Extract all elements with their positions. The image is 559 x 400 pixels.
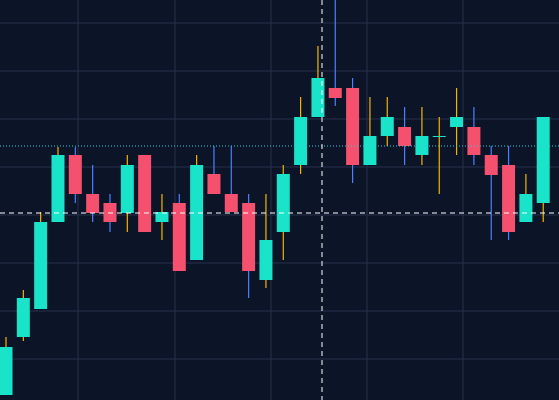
candle-body-up xyxy=(51,155,65,222)
candle-body-up xyxy=(432,136,446,137)
candle-body-down xyxy=(86,194,100,213)
candle-body-up xyxy=(16,298,30,337)
candle-body-down xyxy=(346,88,360,165)
candles xyxy=(0,0,550,395)
candle-body-up xyxy=(519,194,533,222)
candle-body-down xyxy=(224,194,238,212)
candle-body-down xyxy=(467,127,481,155)
candle-body-up xyxy=(190,165,204,260)
candle-body-down xyxy=(398,127,412,146)
candle-body-up xyxy=(380,117,394,136)
candle-body-up xyxy=(120,165,134,213)
candle-body-down xyxy=(172,203,186,271)
candle-body-up xyxy=(311,78,325,117)
candle-body-up xyxy=(363,136,377,165)
candle-body-up xyxy=(34,222,48,309)
candle-body-down xyxy=(242,203,256,271)
candle-body-up xyxy=(450,117,464,127)
candle-body-down xyxy=(502,165,516,232)
candle-body-down xyxy=(484,155,498,175)
candle-body-up xyxy=(415,136,429,155)
candle-body-down xyxy=(328,88,342,98)
candle-body-up xyxy=(276,174,290,232)
candle-body-up xyxy=(155,212,169,222)
candle-body-up xyxy=(0,347,13,395)
candle-body-down xyxy=(138,155,152,232)
candle-body-up xyxy=(536,117,550,203)
vertical-grid xyxy=(77,0,464,400)
candle-body-down xyxy=(68,155,82,194)
candle-body-up xyxy=(294,117,308,165)
candle-body-up xyxy=(259,240,273,280)
candle-body-down xyxy=(207,174,221,194)
